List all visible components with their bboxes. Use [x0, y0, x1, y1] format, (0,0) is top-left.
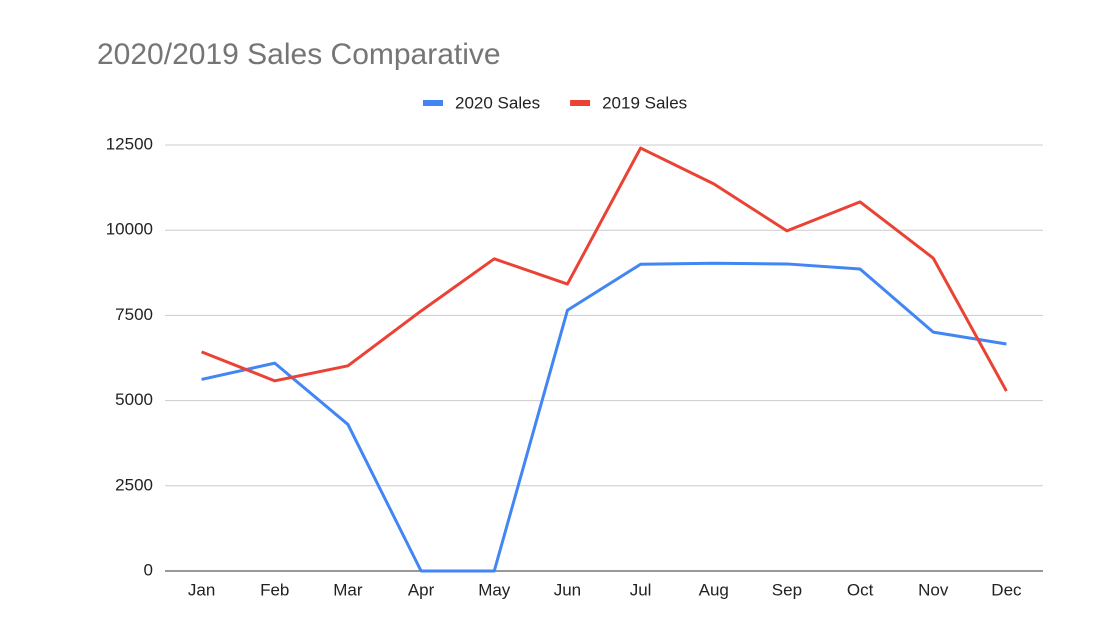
legend-label: 2020 Sales: [455, 93, 540, 112]
x-tick-label: Mar: [333, 580, 363, 599]
legend-swatch: [570, 100, 591, 106]
series-line: [201, 261, 1007, 573]
x-tick-label: Feb: [260, 580, 289, 599]
x-tick-label: Apr: [408, 580, 435, 599]
y-tick-label: 10000: [106, 220, 153, 239]
x-tick-label: May: [478, 580, 511, 599]
y-tick-label: 7500: [115, 305, 153, 324]
y-tick-label: 5000: [115, 390, 153, 409]
chart-title: 2020/2019 Sales Comparative: [97, 38, 501, 71]
x-tick-label: Nov: [918, 580, 949, 599]
y-tick-label: 2500: [115, 475, 153, 494]
x-tick-label: Aug: [699, 580, 729, 599]
x-tick-label: Jan: [188, 580, 215, 599]
y-tick-label: 0: [144, 560, 153, 579]
y-tick-label: 12500: [106, 134, 153, 153]
x-tick-label: Jun: [554, 580, 581, 599]
x-tick-label: Jul: [630, 580, 652, 599]
series-line: [201, 146, 1008, 392]
x-tick-label: Dec: [991, 580, 1022, 599]
legend-swatch: [423, 100, 443, 106]
x-tick-label: Oct: [847, 580, 874, 599]
legend-label: 2019 Sales: [602, 93, 687, 112]
x-tick-label: Sep: [772, 580, 802, 599]
